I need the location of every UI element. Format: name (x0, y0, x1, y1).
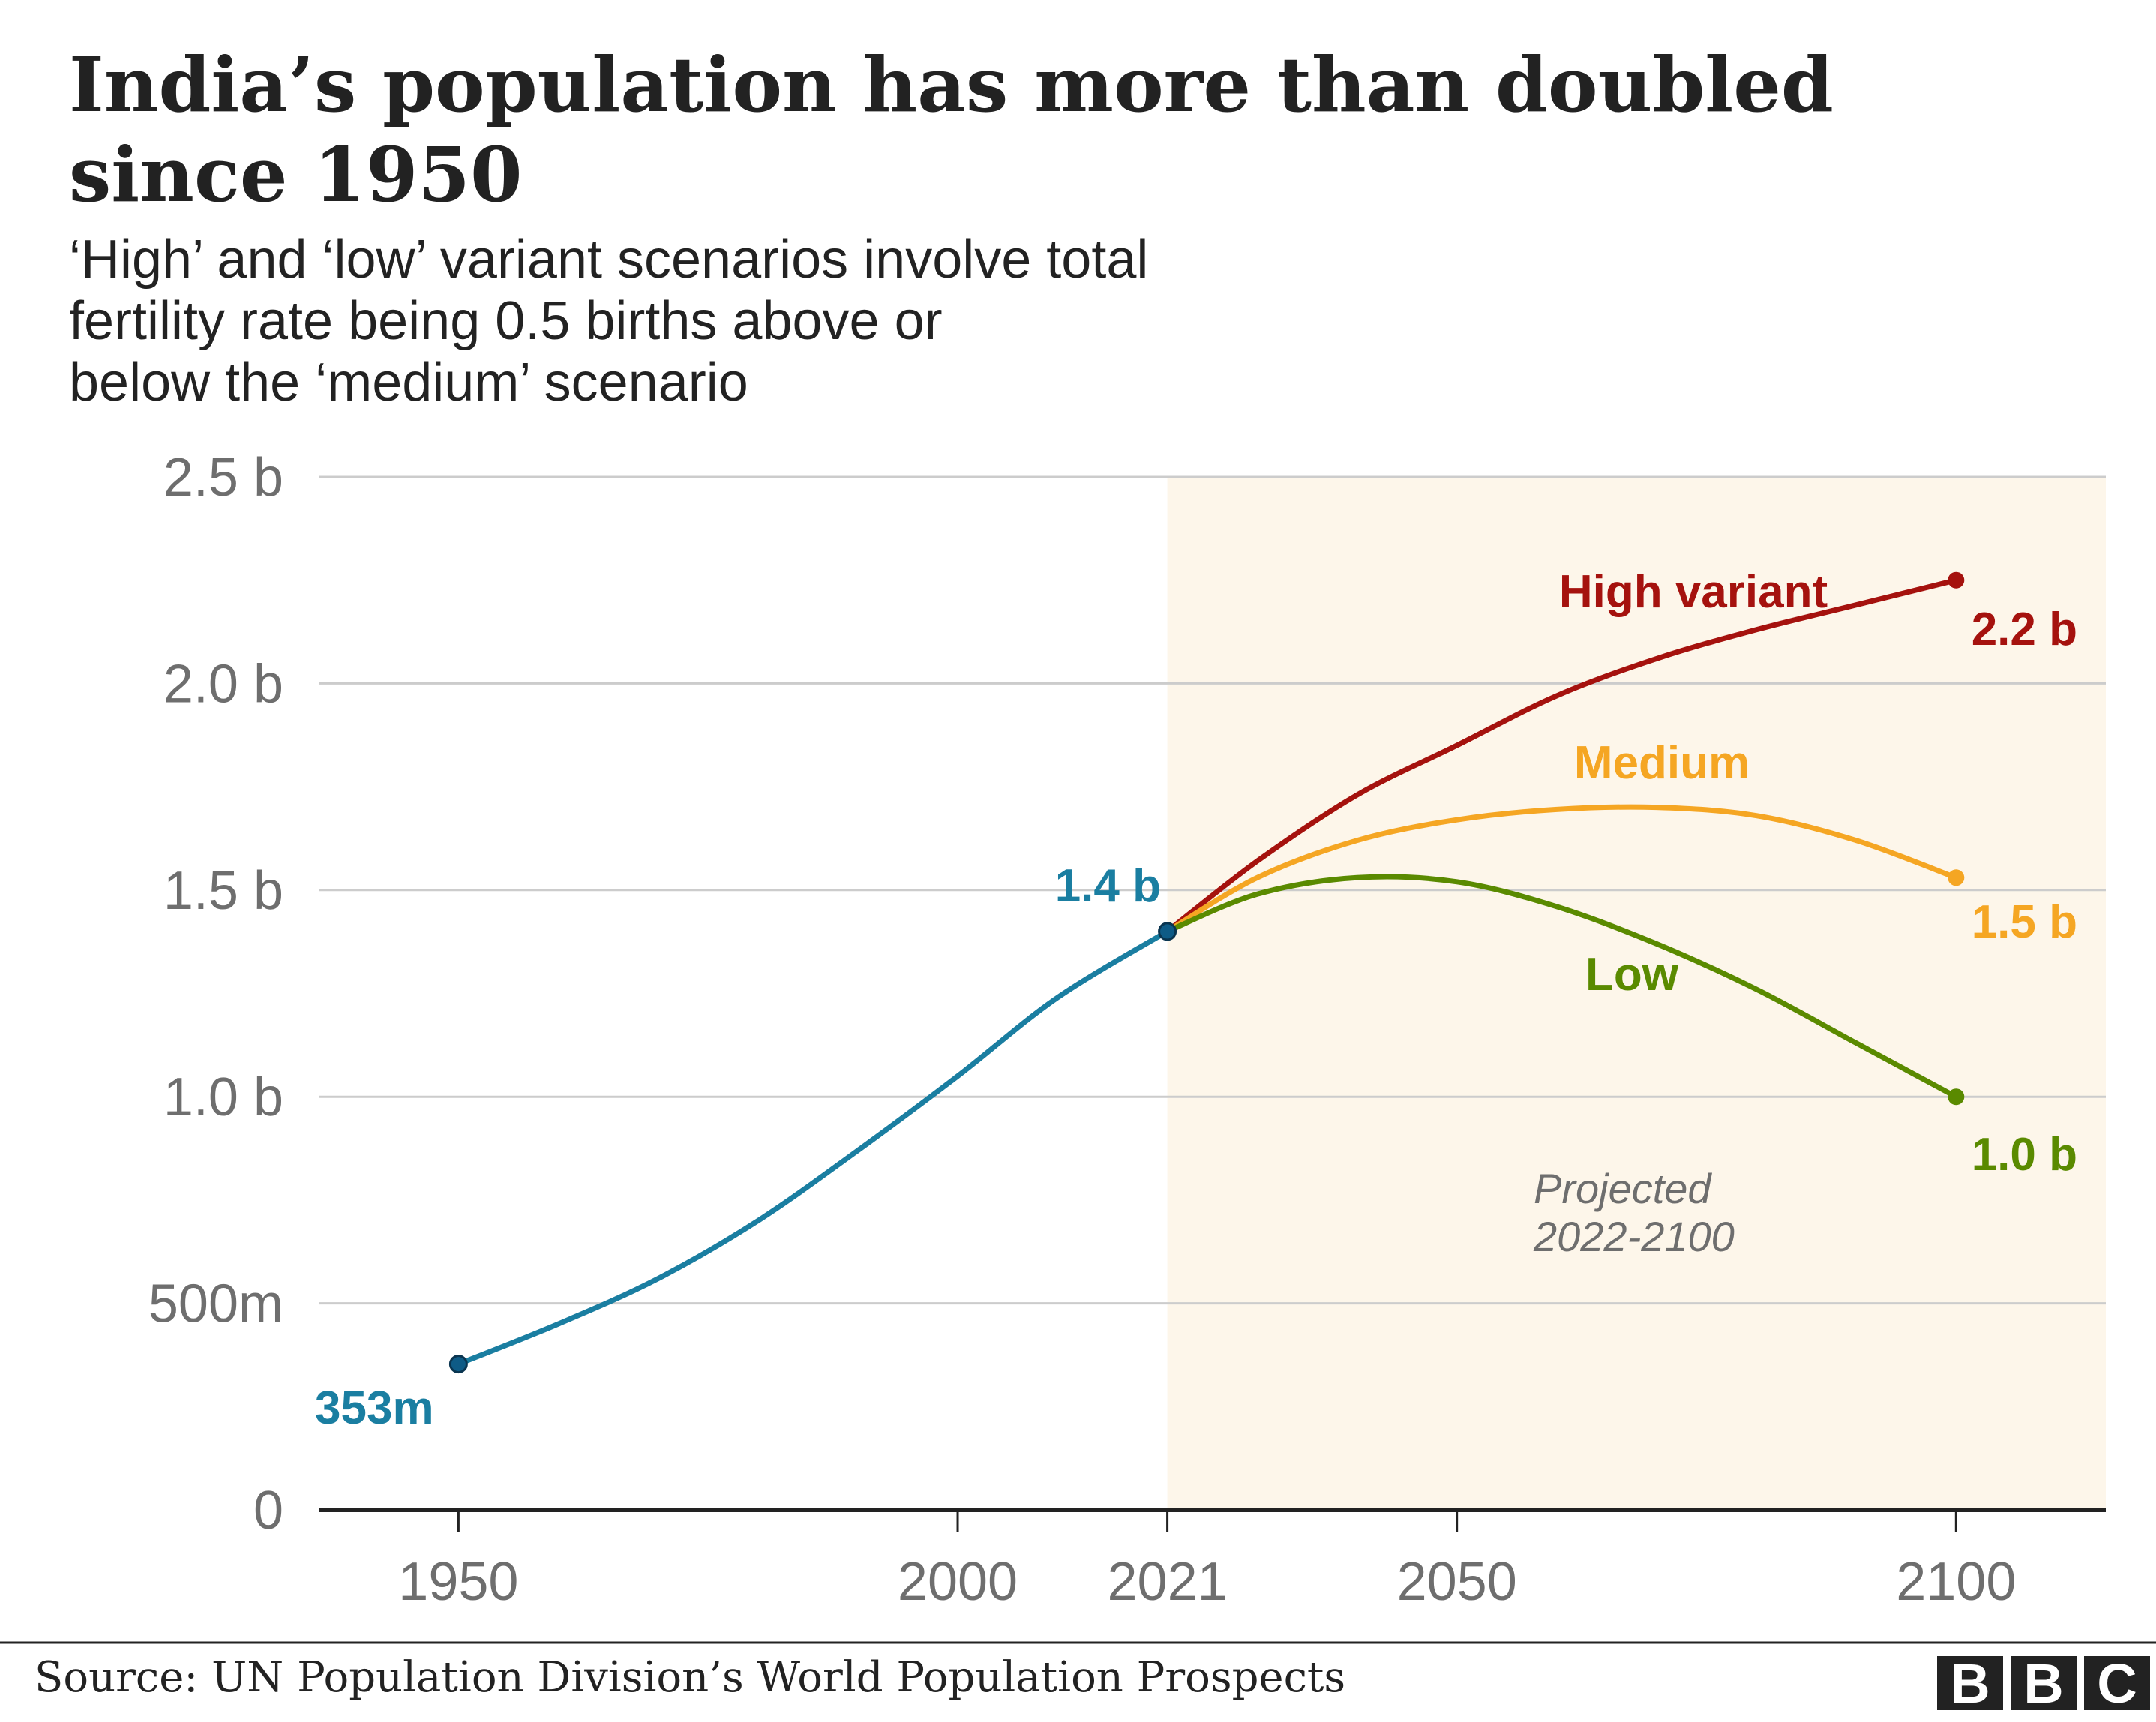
series-end-point-low (1948, 1088, 1965, 1106)
bbc-logo-block-3 (2084, 1656, 2150, 1710)
bbc-logo-letter-3: C (2097, 1652, 2137, 1714)
y-tick-label: 0 (253, 1480, 283, 1540)
series-end-label-medium: 1.5 b (1972, 896, 2077, 948)
chart-subtitle-line-3: below the ‘medium’ scenario (69, 352, 748, 412)
y-tick-label: 1.5 b (163, 861, 283, 921)
historical-start-label: 353m (315, 1382, 434, 1434)
x-axis-ticks: 1950 2000 2021 2050 2100 (319, 1508, 2106, 1612)
x-tick-label: 2021 (1108, 1552, 1228, 1612)
chart-title-line-1: India’s population has more than doubled (69, 40, 1834, 129)
series-points (448, 572, 1965, 1374)
series-name-label-medium: Medium (1574, 737, 1750, 789)
series-line-high (1165, 578, 1959, 934)
x-tick-label: 2000 (898, 1552, 1018, 1612)
series-line-historical (455, 928, 1171, 1367)
y-tick-label: 500m (148, 1274, 283, 1334)
historical-start-point (448, 1354, 468, 1374)
bbc-logo-block-2 (2011, 1656, 2077, 1710)
series-end-point-high (1948, 572, 1965, 589)
source-note: Source: UN Population Division’s World P… (34, 1653, 1345, 1702)
x-tick-label: 2050 (1397, 1552, 1517, 1612)
chart-subtitle-line-2: fertility rate being 0.5 births above or (69, 291, 943, 351)
projection-band (1167, 477, 2106, 1510)
x-tick-label: 1950 (398, 1552, 518, 1612)
chart-title-line-2: since 1950 (69, 130, 523, 219)
series-labels: High variant 2.2 b Medium 1.5 b Low 1.0 b 353m… (315, 566, 2077, 1434)
chart-subtitle-line-1: ‘High’ and ‘low’ variant scenarios invol… (69, 230, 1148, 290)
y-tick-label: 2.0 b (163, 654, 283, 714)
historical-end-point (1158, 922, 1177, 941)
series-line-low (1165, 874, 1959, 1100)
y-tick-label: 1.0 b (163, 1067, 283, 1127)
bbc-logo-letter-1: B (1950, 1652, 1990, 1714)
bbc-logo-letter-2: B (2023, 1652, 2063, 1714)
plot-area: 0 500m 1.0 b 1.5 b 2.0 b 2.5 b 1950 2000 2021 20… (148, 448, 2106, 1612)
projection-band-layer (1167, 477, 2106, 1510)
y-tick-label: 2.5 b (163, 448, 283, 508)
series-end-label-low: 1.0 b (1972, 1129, 2077, 1180)
series-end-point-medium (1948, 869, 1965, 886)
series-end-label-high: 2.2 b (1972, 604, 2077, 656)
series-line-medium (1165, 804, 1959, 934)
historical-end-label: 1.4 b (1055, 860, 1161, 912)
series-name-label-high: High variant (1559, 566, 1828, 618)
y-axis-ticks: 0 500m 1.0 b 1.5 b 2.0 b 2.5 b (148, 448, 283, 1540)
x-tick-label: 2100 (1896, 1552, 2016, 1612)
gridlines (319, 476, 2106, 1305)
projection-annotation-line-2: 2022-2100 (1533, 1213, 1735, 1260)
bbc-logo-block-1 (1937, 1656, 2003, 1710)
series-lines (455, 578, 1959, 1367)
bbc-logo: B B C (1937, 1652, 2150, 1714)
projection-annotation-line-1: Projected (1534, 1165, 1712, 1212)
series-name-label-low: Low (1585, 949, 1679, 1000)
